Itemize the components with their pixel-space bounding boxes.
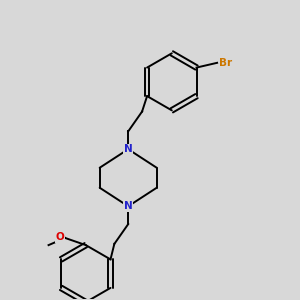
Text: N: N xyxy=(124,144,133,154)
Text: O: O xyxy=(55,232,64,242)
Text: Br: Br xyxy=(219,58,232,68)
Text: N: N xyxy=(124,201,133,211)
